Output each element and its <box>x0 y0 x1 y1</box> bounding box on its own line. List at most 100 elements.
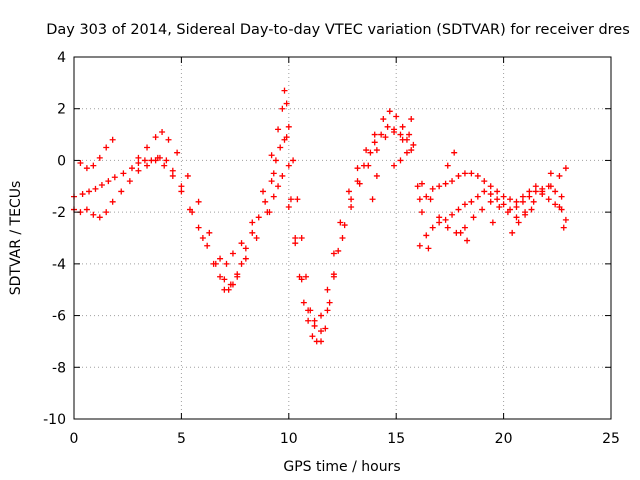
data-point <box>294 196 301 203</box>
data-point <box>468 198 475 205</box>
data-point <box>461 224 468 231</box>
data-point <box>152 157 159 164</box>
data-point <box>103 209 110 216</box>
data-point <box>373 147 380 154</box>
y-tick-label: -4 <box>52 257 66 273</box>
data-point <box>161 162 168 169</box>
data-point <box>268 178 275 185</box>
data-point <box>560 224 567 231</box>
data-point <box>262 198 269 205</box>
data-point <box>481 178 488 185</box>
data-point <box>494 188 501 195</box>
data-point <box>242 255 249 262</box>
data-point <box>238 260 245 267</box>
data-point <box>195 198 202 205</box>
data-point <box>135 160 142 167</box>
data-point <box>455 172 462 179</box>
data-point <box>229 250 236 257</box>
data-point <box>318 328 325 335</box>
tick-marks <box>73 56 612 420</box>
data-point <box>206 229 213 236</box>
data-point <box>384 123 391 130</box>
data-point <box>444 162 451 169</box>
data-point <box>249 229 256 236</box>
data-point <box>515 219 522 226</box>
data-point <box>429 224 436 231</box>
data-point <box>92 185 99 192</box>
data-point <box>470 214 477 221</box>
x-tick-label: 10 <box>280 431 298 447</box>
data-point <box>532 188 539 195</box>
data-point <box>186 206 193 213</box>
data-point <box>367 149 374 156</box>
data-point <box>120 170 127 177</box>
data-point <box>509 229 516 236</box>
data-point <box>436 183 443 190</box>
data-point <box>369 196 376 203</box>
data-point <box>302 273 309 280</box>
data-point <box>144 144 151 151</box>
data-point <box>418 209 425 216</box>
data-point <box>474 193 481 200</box>
data-point <box>345 188 352 195</box>
data-point <box>281 87 288 94</box>
data-point <box>348 196 355 203</box>
data-point <box>103 144 110 151</box>
data-point <box>552 201 559 208</box>
data-point <box>427 196 434 203</box>
data-point <box>547 170 554 177</box>
data-point <box>468 170 475 177</box>
data-point <box>406 131 413 138</box>
x-tick-label: 25 <box>602 431 620 447</box>
data-point <box>562 165 569 172</box>
data-point <box>156 154 163 161</box>
data-point <box>378 131 385 138</box>
data-point <box>135 167 142 174</box>
data-point <box>410 141 417 148</box>
data-point <box>474 172 481 179</box>
data-point <box>128 165 135 172</box>
data-point <box>195 224 202 231</box>
data-point <box>507 196 514 203</box>
data-point <box>414 183 421 190</box>
data-point <box>547 183 554 190</box>
data-point <box>562 216 569 223</box>
data-point <box>242 245 249 252</box>
data-point <box>225 286 232 293</box>
data-point <box>391 162 398 169</box>
data-point <box>90 211 97 218</box>
data-point <box>318 312 325 319</box>
data-point <box>217 273 224 280</box>
data-point <box>199 235 206 241</box>
data-point <box>287 196 294 203</box>
data-point <box>275 183 282 190</box>
data-point <box>279 172 286 179</box>
data-point <box>223 260 230 267</box>
data-point <box>96 154 103 161</box>
data-point <box>79 191 86 198</box>
data-point <box>178 188 185 195</box>
data-point <box>526 193 533 200</box>
data-point <box>144 162 151 169</box>
data-point <box>479 206 486 213</box>
data-point <box>90 162 97 169</box>
data-point <box>423 232 430 239</box>
data-point <box>539 185 546 192</box>
data-point <box>464 237 471 244</box>
data-point <box>386 108 393 115</box>
data-point <box>393 113 400 120</box>
y-tick-label: -2 <box>52 205 66 221</box>
data-point <box>339 235 346 241</box>
data-point <box>425 245 432 252</box>
data-point <box>111 174 118 181</box>
data-point <box>98 181 105 188</box>
data-point <box>238 240 245 247</box>
data-point <box>457 229 464 236</box>
data-point <box>285 162 292 169</box>
data-point <box>83 206 90 213</box>
data-point <box>275 126 282 133</box>
data-point <box>423 193 430 200</box>
data-point <box>500 193 507 200</box>
data-point <box>126 178 133 185</box>
